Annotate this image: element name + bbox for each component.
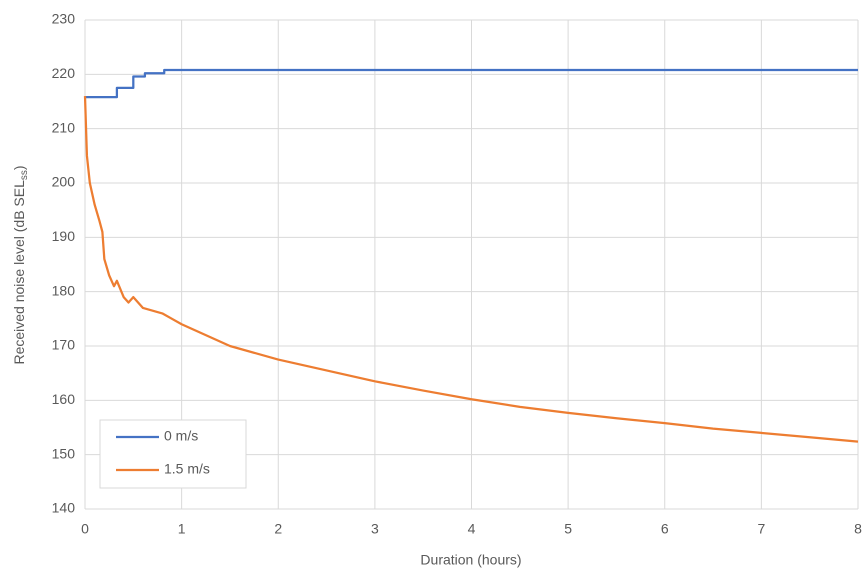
y-axis-label-sub: ss [19,170,30,180]
x-tick-label: 0 [81,521,89,537]
x-tick-label: 3 [371,521,379,537]
x-tick-label: 1 [178,521,186,537]
x-tick-label: 6 [661,521,669,537]
y-tick-label: 180 [52,282,76,298]
y-axis-label-main: Received noise level (dB SEL [11,180,27,365]
x-tick-label: 5 [564,521,572,537]
y-tick-label: 150 [52,445,76,461]
y-tick-label: 230 [52,11,76,27]
y-tick-label: 160 [52,391,76,407]
legend-label: 1.5 m/s [164,461,210,477]
y-tick-label: 220 [52,65,76,81]
y-axis-label: Received noise level (dB SELss) [11,165,30,364]
y-tick-label: 170 [52,337,76,353]
x-tick-label: 8 [854,521,862,537]
y-tick-label: 200 [52,174,76,190]
legend-box [99,419,247,489]
x-axis-label: Duration (hours) [420,552,521,568]
y-axis-label-end: ) [11,165,27,170]
y-tick-label: 190 [52,228,76,244]
legend-label: 0 m/s [164,428,198,444]
data-line [83,96,859,443]
data-line [85,68,858,99]
x-tick-label: 2 [274,521,282,537]
x-tick-label: 4 [468,521,476,537]
y-tick-label: 140 [52,500,76,516]
x-tick-label: 7 [757,521,765,537]
y-tick-label: 210 [52,119,76,135]
